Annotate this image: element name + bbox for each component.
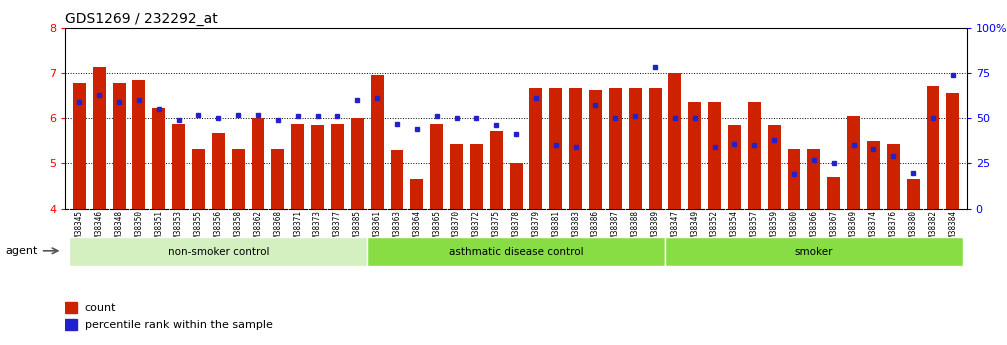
Bar <box>669 73 682 209</box>
Bar <box>93 68 106 209</box>
Bar <box>728 125 741 209</box>
Bar <box>211 133 225 209</box>
Bar <box>152 108 165 209</box>
Bar <box>470 145 482 209</box>
Text: percentile rank within the sample: percentile rank within the sample <box>85 320 273 329</box>
Bar <box>371 75 384 209</box>
FancyBboxPatch shape <box>368 237 665 266</box>
Text: agent: agent <box>5 246 37 256</box>
Bar <box>172 124 185 209</box>
Bar <box>489 131 502 209</box>
Bar <box>331 124 343 209</box>
Bar <box>589 90 602 209</box>
Bar <box>192 148 204 209</box>
Bar <box>450 145 463 209</box>
Bar <box>649 88 662 209</box>
FancyBboxPatch shape <box>665 237 963 266</box>
Bar <box>73 83 86 209</box>
Bar <box>113 83 126 209</box>
FancyBboxPatch shape <box>69 237 368 266</box>
Bar <box>906 179 919 209</box>
Bar <box>787 148 801 209</box>
Bar <box>867 141 880 209</box>
Bar <box>272 148 284 209</box>
Text: asthmatic disease control: asthmatic disease control <box>449 247 583 257</box>
Bar <box>65 319 77 330</box>
Bar <box>689 102 701 209</box>
Bar <box>947 93 960 209</box>
Bar <box>748 102 760 209</box>
Bar <box>708 102 721 209</box>
Text: non-smoker control: non-smoker control <box>167 247 269 257</box>
Bar <box>391 150 404 209</box>
Text: GDS1269 / 232292_at: GDS1269 / 232292_at <box>65 12 219 26</box>
Bar <box>628 88 641 209</box>
Bar <box>411 179 423 209</box>
Bar <box>828 177 840 209</box>
Text: count: count <box>85 303 116 313</box>
Bar <box>133 80 145 209</box>
Bar <box>530 88 543 209</box>
Bar <box>65 302 77 313</box>
Bar <box>609 88 621 209</box>
Bar <box>550 88 562 209</box>
Bar <box>510 164 523 209</box>
Bar <box>767 125 780 209</box>
Bar <box>430 124 443 209</box>
Bar <box>847 116 860 209</box>
Bar <box>569 88 582 209</box>
Bar <box>232 148 245 209</box>
Bar <box>926 86 940 209</box>
Bar <box>808 148 821 209</box>
Bar <box>311 125 324 209</box>
Text: smoker: smoker <box>795 247 833 257</box>
Bar <box>887 145 899 209</box>
Bar <box>350 118 364 209</box>
Bar <box>252 118 265 209</box>
Bar <box>291 124 304 209</box>
